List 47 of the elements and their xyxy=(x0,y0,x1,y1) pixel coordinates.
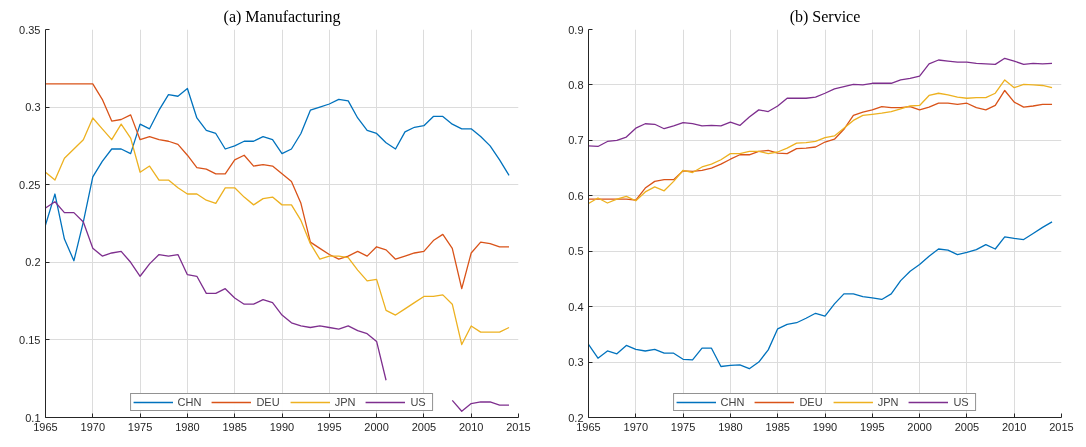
x-tick-label: 1985 xyxy=(222,420,247,433)
line-series xyxy=(588,221,1053,370)
y-tick-label: 0.8 xyxy=(568,78,584,91)
x-tick-label: 1985 xyxy=(765,420,790,433)
legend-label: DEU xyxy=(256,396,280,408)
line-series xyxy=(588,57,1053,148)
y-tick-label: 0.7 xyxy=(568,134,584,147)
legend-label: CHN xyxy=(720,396,745,408)
x-tick-label: 2010 xyxy=(1001,420,1027,433)
x-tick-label: 1970 xyxy=(80,420,106,433)
x-tick-label: 2005 xyxy=(411,420,437,433)
y-tick-label: 0.25 xyxy=(19,178,41,191)
legend-label: JPN xyxy=(334,396,356,408)
x-tick-label: 1970 xyxy=(623,420,649,433)
y-tick-label: 0.6 xyxy=(568,189,584,202)
chart-title: (a) Manufacturing xyxy=(223,7,341,26)
legend-label: JPN xyxy=(877,396,899,408)
line-series xyxy=(45,87,510,262)
y-tick-label: 0.4 xyxy=(568,300,584,313)
x-tick-label: 1975 xyxy=(127,420,153,433)
x-tick-label: 1995 xyxy=(860,420,885,433)
x-tick-label: 2015 xyxy=(506,420,531,433)
x-tick-label: 1980 xyxy=(175,420,200,433)
y-tick-label: 0.3 xyxy=(568,356,584,369)
line-series xyxy=(45,117,510,346)
y-tick-label: 0.15 xyxy=(19,333,41,346)
y-tick-label: 0.9 xyxy=(568,23,584,36)
legend-label: US xyxy=(953,396,970,408)
x-tick-label: 1995 xyxy=(317,420,342,433)
x-tick-label: 1990 xyxy=(812,420,838,433)
y-tick-label: 0.35 xyxy=(19,23,41,36)
x-tick-label: 1975 xyxy=(670,420,696,433)
legend-label: US xyxy=(410,396,427,408)
x-tick-label: 2015 xyxy=(1049,420,1074,433)
chart-title: (b) Service xyxy=(789,7,861,26)
y-tick-label: 0.3 xyxy=(25,101,41,114)
x-tick-label: 1980 xyxy=(718,420,743,433)
x-tick-label: 2010 xyxy=(458,420,484,433)
line-series xyxy=(45,83,510,290)
x-tick-label: 1990 xyxy=(269,420,295,433)
x-tick-label: 2000 xyxy=(907,420,932,433)
y-tick-label: 0.2 xyxy=(25,256,41,269)
y-tick-label: 0.5 xyxy=(568,245,584,258)
legend-label: DEU xyxy=(799,396,823,408)
x-tick-label: 2000 xyxy=(364,420,389,433)
x-tick-label: 2005 xyxy=(954,420,980,433)
legend-label: CHN xyxy=(177,396,202,408)
